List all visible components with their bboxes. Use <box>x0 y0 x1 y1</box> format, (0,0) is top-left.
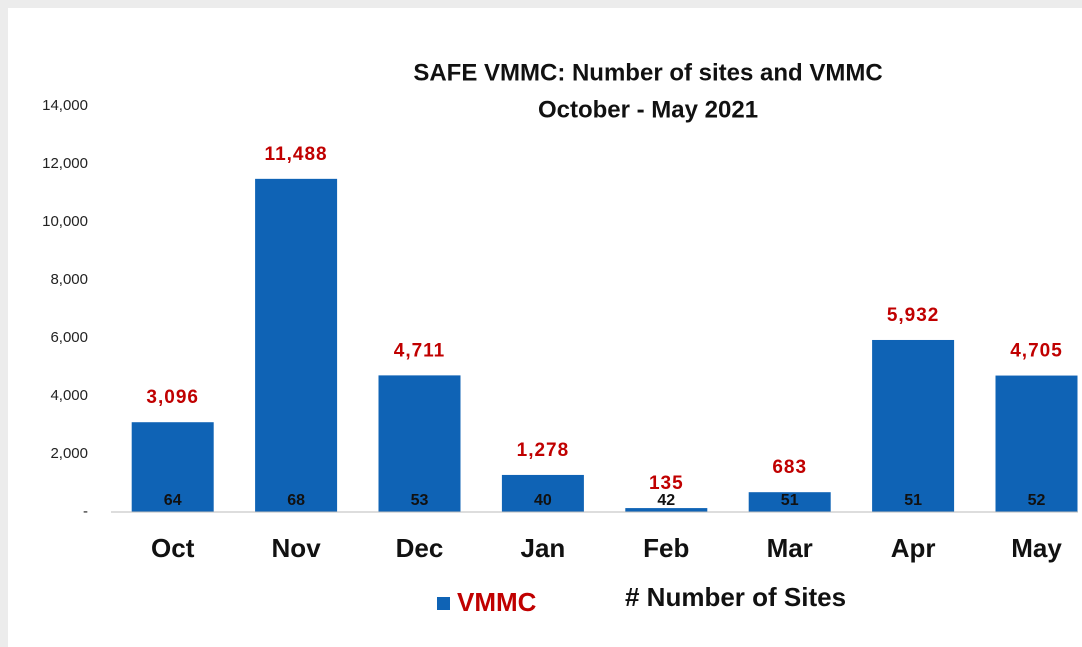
bar <box>255 178 338 512</box>
x-tick-label: May <box>1011 533 1062 563</box>
bar <box>748 492 831 512</box>
site-count-label: 68 <box>287 492 305 509</box>
chart-subtitle: October - May 2021 <box>538 96 758 123</box>
y-tick-label: 12,000 <box>42 155 88 172</box>
x-tick-label: Mar <box>767 533 813 563</box>
site-count-label: 51 <box>904 492 922 509</box>
bar <box>872 339 955 512</box>
x-tick-label: Apr <box>891 533 936 563</box>
legend-swatch <box>437 597 450 610</box>
y-tick-label: 8,000 <box>50 271 88 288</box>
value-label: 1,278 <box>517 440 570 461</box>
bar <box>131 422 214 512</box>
legend-label: # Number of Sites <box>625 582 846 612</box>
bar <box>501 474 584 512</box>
legend-label: VMMC <box>457 587 537 617</box>
y-tick-label: 10,000 <box>42 213 88 230</box>
site-count-label: 40 <box>534 492 552 509</box>
y-tick-label: 6,000 <box>50 329 88 346</box>
y-tick-label: 4,000 <box>50 387 88 404</box>
site-count-label: 51 <box>781 492 799 509</box>
bar <box>378 375 461 512</box>
x-tick-label: Dec <box>396 533 444 563</box>
value-label: 5,932 <box>887 305 940 326</box>
y-tick-label: 2,000 <box>50 445 88 462</box>
site-count-label: 53 <box>411 492 429 509</box>
value-label: 3,096 <box>146 387 199 408</box>
site-count-label: 52 <box>1028 492 1046 509</box>
site-count-label: 42 <box>657 492 675 509</box>
y-tick-label: - <box>83 503 88 520</box>
x-tick-label: Jan <box>520 533 565 563</box>
chart-title: SAFE VMMC: Number of sites and VMMC <box>413 59 882 86</box>
x-tick-label: Oct <box>151 533 195 563</box>
value-label: 135 <box>649 473 684 494</box>
value-label: 683 <box>772 457 807 478</box>
bar <box>625 508 708 512</box>
value-label: 11,488 <box>265 144 328 165</box>
x-tick-label: Feb <box>643 533 689 563</box>
value-label: 4,705 <box>1010 341 1063 362</box>
y-tick-label: 14,000 <box>42 97 88 114</box>
chart-frame <box>8 8 1082 647</box>
site-count-label: 64 <box>164 492 182 509</box>
x-tick-label: Nov <box>272 533 322 563</box>
value-label: 4,711 <box>394 340 446 361</box>
bar <box>995 375 1078 512</box>
